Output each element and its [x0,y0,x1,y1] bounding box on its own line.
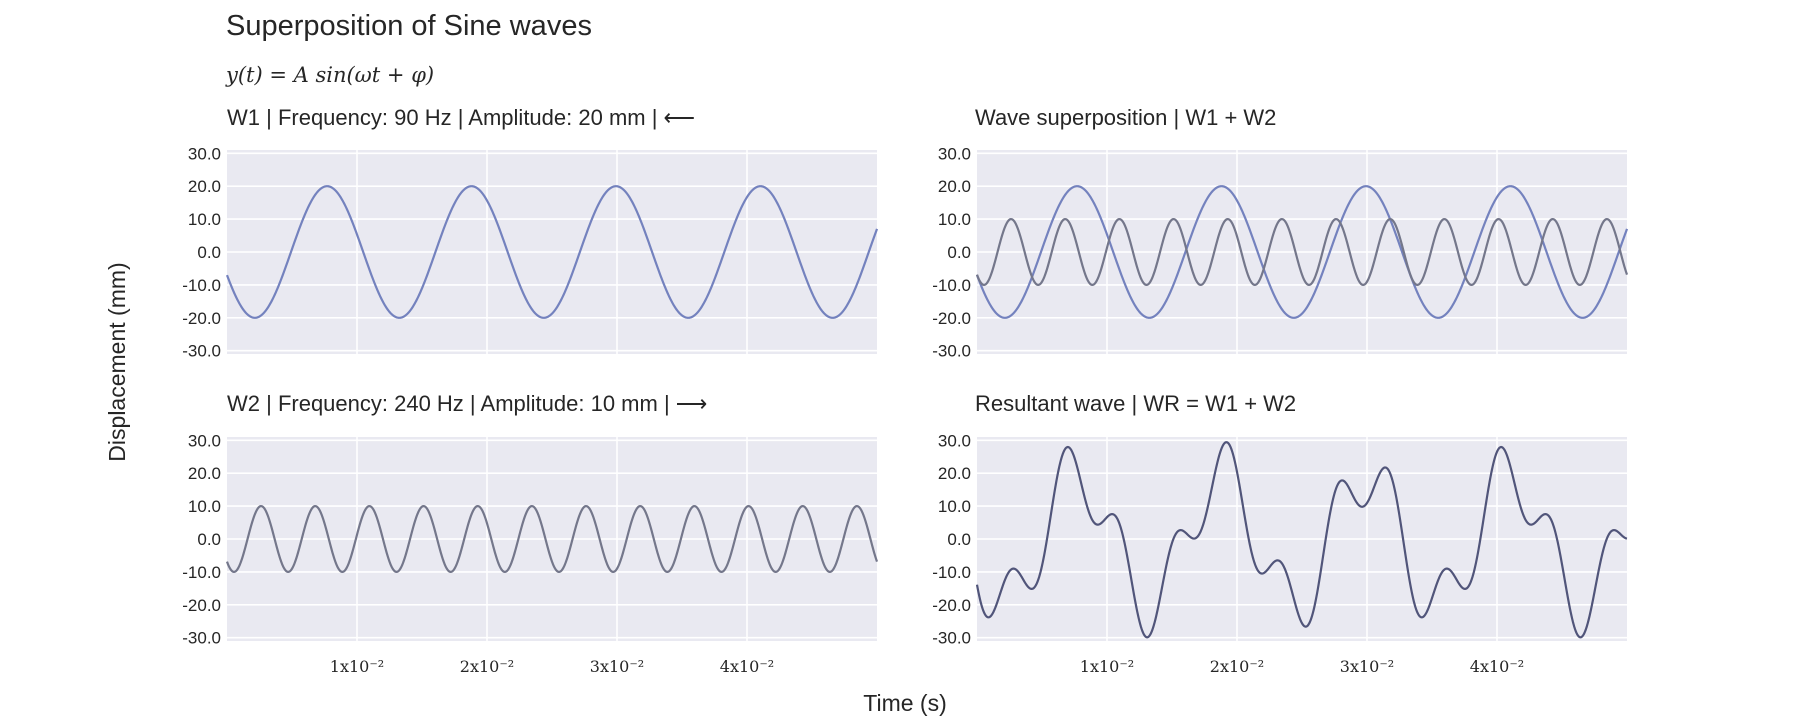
y-tick-label: 20.0 [938,177,971,196]
equation-text: y(t) = A sin(ωt + φ) [225,63,434,87]
series-line-w1 [225,185,879,319]
panel-title-w2: W2 | Frequency: 240 Hz | Amplitude: 10 m… [227,391,707,416]
y-tick-label: 30.0 [188,431,221,450]
y-tick-label: 10.0 [188,497,221,516]
y-tick-label: 10.0 [938,210,971,229]
x-tick-label: 2x10⁻² [1210,657,1264,676]
panel-w1: 30.0 20.0 10.0 0.0 -10.0 -20.0 -30.0 [182,144,879,361]
y-tick-label: 30.0 [938,431,971,450]
x-tick-label: 1x10⁻² [330,657,384,676]
y-tick-label: -20.0 [182,309,221,328]
series-line-w2 [975,218,1629,286]
x-tick-label: 4x10⁻² [1470,657,1524,676]
y-tick-label: 0.0 [947,530,971,549]
y-tick-label: -20.0 [932,309,971,328]
x-tick-label: 4x10⁻² [720,657,774,676]
y-tick-label: -30.0 [932,342,971,361]
y-tick-label: -10.0 [932,563,971,582]
y-tick-label: 0.0 [947,243,971,262]
series-line-wr [975,441,1628,639]
y-tick-label: 10.0 [938,497,971,516]
panel-w2: 30.0 20.0 10.0 0.0 -10.0 -20.0 -30.0 1x10⁻² 2x10… [182,431,879,676]
series-line-w1 [975,185,1629,319]
x-tick-label: 1x10⁻² [1080,657,1134,676]
y-tick-label: 30.0 [188,144,221,163]
y-tick-label: -20.0 [932,596,971,615]
y-tick-label: 10.0 [188,210,221,229]
panel-resultant: 30.0 20.0 10.0 0.0 -10.0 -20.0 -30.0 1x10⁻² 2x10… [932,431,1628,676]
panel-superposition: 30.0 20.0 10.0 0.0 -10.0 -20.0 -30.0 [932,144,1629,361]
series-line-w2 [225,505,879,573]
x-tick-label: 3x10⁻² [590,657,644,676]
y-tick-label: -20.0 [182,596,221,615]
y-tick-label: 20.0 [938,464,971,483]
y-tick-label: 20.0 [188,464,221,483]
y-tick-label: -10.0 [932,276,971,295]
y-tick-label: -30.0 [182,342,221,361]
figure-title: Superposition of Sine waves [226,10,592,42]
x-tick-label: 2x10⁻² [460,657,514,676]
panel-title-resultant: Resultant wave | WR = W1 + W2 [975,391,1296,416]
y-tick-label: -10.0 [182,276,221,295]
panel-title-w1: W1 | Frequency: 90 Hz | Amplitude: 20 mm… [227,105,695,130]
y-tick-label: 30.0 [938,144,971,163]
y-tick-label: -10.0 [182,563,221,582]
y-axis-label: Displacement (mm) [104,262,130,461]
y-tick-label: -30.0 [182,629,221,648]
y-tick-label: -30.0 [932,629,971,648]
x-axis-label: Time (s) [863,690,946,716]
x-tick-label: 3x10⁻² [1340,657,1394,676]
y-tick-label: 0.0 [197,530,221,549]
y-tick-label: 0.0 [197,243,221,262]
y-tick-label: 20.0 [188,177,221,196]
panel-title-superposition: Wave superposition | W1 + W2 [975,105,1276,130]
